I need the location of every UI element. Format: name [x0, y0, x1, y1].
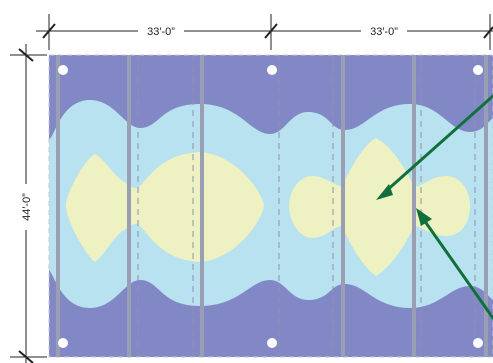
beam-lines	[56, 55, 488, 357]
column-dot	[473, 65, 483, 75]
beam	[127, 55, 131, 357]
columns	[58, 65, 483, 348]
beam	[341, 55, 345, 357]
inner-zone-right	[289, 138, 470, 276]
column-dot	[267, 65, 277, 75]
tick-mark	[18, 48, 34, 62]
label-mask	[138, 23, 184, 39]
tick-mark	[264, 23, 278, 39]
arrowhead-upper	[376, 184, 393, 200]
dimension-label-right: 33′-0”	[370, 26, 398, 38]
horizontal-dimension	[36, 14, 493, 50]
slab-contours	[49, 55, 493, 357]
slab-outline	[48, 54, 493, 358]
column-dot	[58, 65, 68, 75]
label-mask	[18, 184, 34, 230]
beam	[200, 55, 204, 357]
beam	[56, 55, 60, 357]
beam	[412, 55, 416, 357]
arrowheads	[376, 184, 432, 226]
arrowhead-lower	[416, 208, 432, 226]
arrows	[383, 94, 493, 320]
column-dot	[473, 338, 483, 348]
tick-mark	[483, 26, 493, 39]
tick-mark	[42, 23, 56, 39]
dimension-label-left: 33′-0”	[147, 26, 175, 38]
dimension-label-depth: 44′-0”	[21, 193, 33, 221]
label-mask	[361, 23, 407, 39]
column-dot	[267, 338, 277, 348]
arrow-upper	[383, 94, 493, 194]
tick-mark	[18, 350, 34, 363]
arrow-lower	[422, 218, 493, 320]
inner-zone-left	[66, 152, 264, 262]
beam	[484, 55, 488, 357]
column-dot	[58, 338, 68, 348]
